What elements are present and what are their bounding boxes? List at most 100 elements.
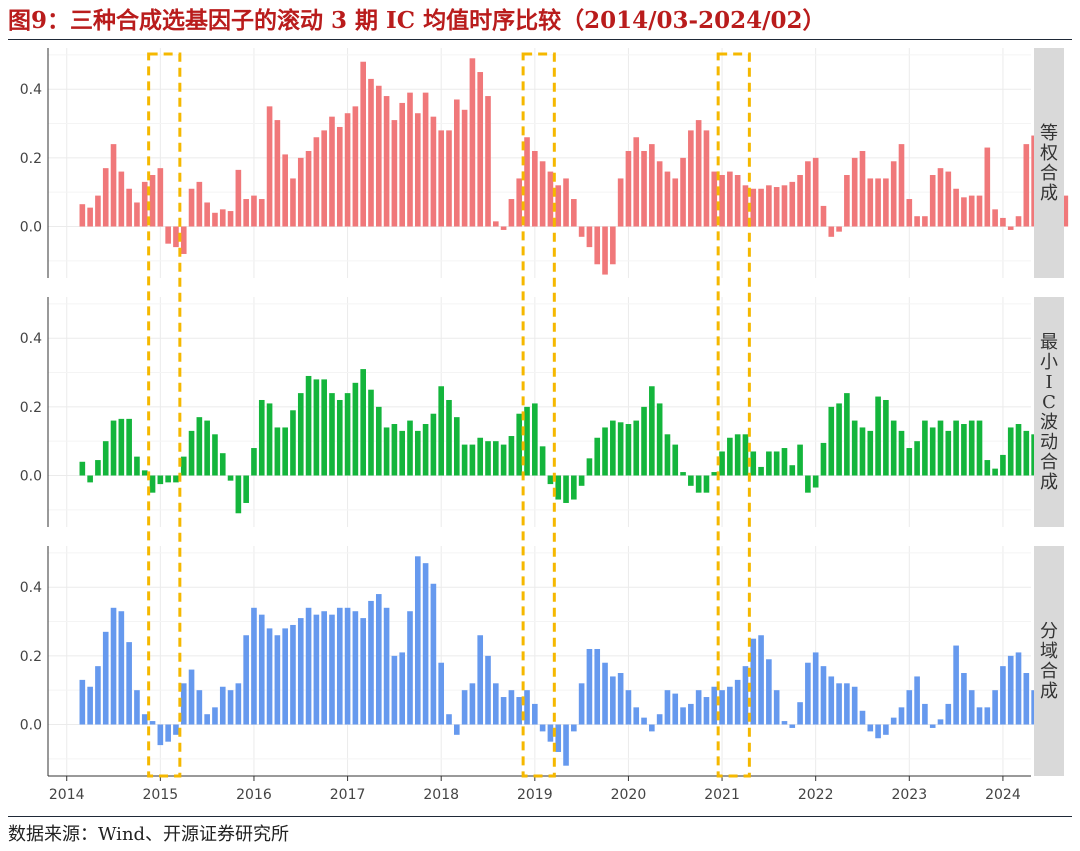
bar-min_ic_vol-17 [212, 434, 218, 476]
bar-equal_weight-11 [165, 226, 171, 244]
bar-equal_weight-119 [1007, 226, 1014, 230]
bar-min_ic_vol-93 [805, 475, 811, 493]
bar-domain-88 [766, 659, 772, 725]
chart-svg: 0.0 0.2 0.4 等权合成 0.0 0.2 0.4 最小 I C 波动合成 0.0 0.2 0.4 分… [20, 48, 1069, 803]
bar-min_ic_vol-68 [610, 420, 616, 476]
bar-min_ic_vol-20 [235, 475, 242, 514]
panel-3-strip [1034, 546, 1064, 776]
bar-min_ic_vol-112 [953, 420, 959, 476]
bar-min_ic_vol-116 [984, 460, 991, 476]
bar-min_ic_vol-2 [95, 460, 101, 476]
bar-min_ic_vol-99 [851, 420, 858, 476]
bar-min_ic_vol-85 [742, 434, 749, 476]
bar-equal_weight-118 [1000, 217, 1006, 227]
title-divider [8, 39, 1072, 40]
bar-domain-9 [149, 721, 156, 725]
bar-min_ic_vol-69 [617, 422, 624, 476]
bar-equal_weight-37 [368, 78, 374, 227]
chart-title: 图9：三种合成选基因子的滚动 3 期 IC 均值时序比较（2014/03-202… [8, 7, 826, 34]
bar-equal_weight-40 [391, 120, 398, 227]
bar-min_ic_vol-120 [1015, 424, 1022, 476]
bar-equal_weight-53 [493, 221, 499, 227]
bar-domain-102 [875, 724, 881, 739]
bar-min_ic_vol-81 [711, 472, 718, 476]
bar-domain-93 [805, 662, 811, 725]
bar-min_ic_vol-22 [251, 448, 257, 476]
bar-min_ic_vol-3 [102, 441, 109, 476]
bar-domain-101 [867, 724, 874, 732]
bar-domain-44 [422, 563, 429, 725]
bar-equal_weight-120 [1015, 216, 1022, 227]
panel-1-strip-label: 等权合成 [1040, 123, 1058, 204]
x-tick-label-3: 2017 [330, 787, 366, 803]
bar-domain-91 [789, 724, 796, 728]
bar-min_ic_vol-64 [578, 475, 585, 486]
bar-domain-114 [968, 690, 975, 725]
bar-domain-22 [251, 607, 257, 725]
bar-domain-20 [235, 683, 242, 725]
bar-min_ic_vol-76 [672, 444, 679, 476]
bar-equal_weight-72 [641, 150, 647, 227]
bar-domain-71 [633, 707, 640, 725]
bar-min_ic_vol-78 [688, 475, 694, 486]
bar-domain-40 [391, 655, 398, 725]
bar-equal_weight-93 [805, 161, 811, 227]
bar-equal_weight-104 [890, 161, 897, 227]
bar-min_ic_vol-24 [266, 403, 273, 476]
bar-min_ic_vol-40 [391, 424, 398, 476]
bar-min_ic_vol-94 [812, 475, 819, 488]
bar-min_ic_vol-56 [516, 413, 523, 476]
bar-equal_weight-52 [485, 96, 491, 227]
bar-min_ic_vol-41 [399, 430, 405, 476]
bar-min_ic_vol-105 [898, 430, 905, 476]
bar-min_ic_vol-10 [157, 475, 164, 485]
panel-3-strip-label: 分域合成 [1040, 621, 1058, 702]
bar-domain-64 [578, 683, 585, 725]
x-tick-label-6: 2020 [611, 787, 647, 803]
bar-equal_weight-107 [914, 216, 920, 227]
bar-equal_weight-99 [851, 157, 858, 227]
bar-min_ic_vol-50 [469, 444, 476, 476]
bar-min_ic_vol-4 [110, 420, 117, 476]
bar-domain-120 [1015, 652, 1022, 725]
bar-min_ic_vol-43 [414, 430, 421, 476]
bar-min_ic_vol-77 [680, 472, 686, 476]
bar-min_ic_vol-27 [290, 410, 296, 476]
x-tick-label-5: 2019 [517, 787, 553, 803]
bar-domain-66 [594, 648, 601, 725]
bar-equal_weight-23 [258, 199, 265, 227]
panel-1-y-tick-label-1: 0.2 [20, 151, 42, 167]
bar-domain-14 [188, 669, 195, 725]
bar-min_ic_vol-19 [227, 475, 234, 481]
panel-2-strip [1034, 297, 1064, 527]
bar-domain-47 [446, 714, 452, 725]
bar-equal_weight-66 [594, 226, 601, 265]
bar-min_ic_vol-65 [586, 458, 593, 476]
bar-domain-39 [383, 607, 390, 725]
footer-divider [8, 816, 1072, 817]
bar-domain-73 [649, 724, 655, 732]
bar-domain-83 [727, 686, 733, 725]
bar-equal_weight-24 [266, 106, 273, 227]
bar-min_ic_vol-80 [703, 475, 710, 493]
bar-equal_weight-111 [945, 171, 952, 227]
bar-equal_weight-103 [883, 178, 889, 227]
bar-equal_weight-91 [789, 181, 796, 227]
bar-domain-21 [243, 635, 249, 725]
bar-domain-75 [664, 690, 671, 725]
bar-min_ic_vol-103 [883, 399, 889, 476]
bar-equal_weight-5 [118, 171, 125, 227]
bar-domain-86 [750, 638, 757, 725]
bar-equal_weight-79 [695, 120, 702, 227]
bar-equal_weight-89 [773, 187, 780, 227]
bar-min_ic_vol-28 [297, 393, 304, 476]
bar-equal_weight-28 [297, 157, 304, 227]
bar-min_ic_vol-54 [500, 444, 507, 476]
bar-min_ic_vol-83 [727, 437, 733, 476]
bar-domain-108 [922, 703, 928, 725]
bar-domain-53 [493, 683, 499, 725]
bar-domain-69 [617, 673, 624, 725]
bar-min_ic_vol-25 [274, 427, 281, 476]
bar-min_ic_vol-67 [602, 427, 608, 476]
bar-equal_weight-27 [290, 178, 296, 227]
